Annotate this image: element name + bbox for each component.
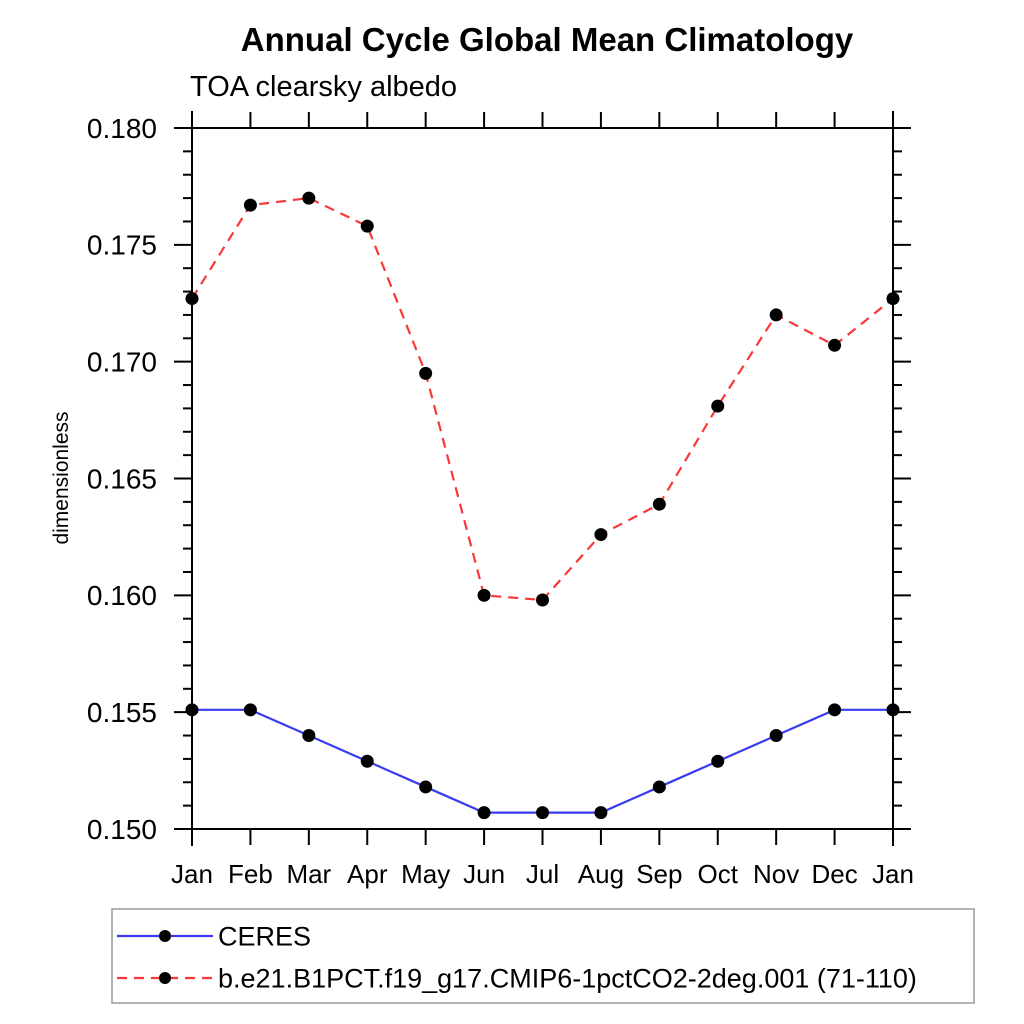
x-tick-label: Feb — [228, 859, 273, 889]
chart-title: Annual Cycle Global Mean Climatology — [240, 21, 854, 58]
data-point — [886, 292, 900, 306]
series-line-1 — [191, 196, 894, 602]
data-point — [594, 806, 608, 820]
legend-label: b.e21.B1PCT.f19_g17.CMIP6-1pctCO2-2deg.0… — [218, 963, 917, 993]
data-point — [769, 308, 783, 322]
x-tick-label: Aug — [578, 859, 624, 889]
data-point — [477, 588, 491, 602]
data-point — [769, 729, 783, 743]
x-tick-label: Jan — [171, 859, 213, 889]
y-tick-label: 0.180 — [87, 113, 157, 144]
x-tick-label: May — [401, 859, 450, 889]
x-tick-label: Dec — [811, 859, 857, 889]
data-point — [477, 806, 491, 820]
series-markers-0 — [185, 703, 900, 820]
x-tick-label: Apr — [347, 859, 388, 889]
plot-border — [175, 111, 910, 846]
data-point — [185, 292, 199, 306]
data-point — [243, 198, 257, 212]
data-point — [711, 754, 725, 768]
legend-item-0: CERES — [117, 921, 311, 951]
data-point — [360, 219, 374, 233]
x-tick-label: Mar — [286, 859, 331, 889]
data-point — [886, 703, 900, 717]
data-point — [711, 399, 725, 413]
x-tick-label: Jan — [872, 859, 914, 889]
legend-label: CERES — [218, 921, 311, 951]
data-point — [828, 338, 842, 352]
data-point — [302, 191, 316, 205]
data-point — [419, 780, 433, 794]
y-axis-tick-labels: 0.150 0.155 0.160 0.165 0.170 0.175 0.180 — [87, 113, 157, 845]
x-tick-label: Nov — [753, 859, 799, 889]
legend-item-1: b.e21.B1PCT.f19_g17.CMIP6-1pctCO2-2deg.0… — [117, 963, 917, 993]
data-point — [419, 366, 433, 380]
data-point — [360, 754, 374, 768]
legend: CERES b.e21.B1PCT.f19_g17.CMIP6-1pctCO2-2… — [111, 908, 975, 1004]
data-point — [536, 806, 549, 820]
chart-subtitle: TOA clearsky albedo — [190, 71, 458, 103]
data-point — [828, 703, 842, 717]
data-point — [243, 703, 257, 717]
legend-marker — [159, 930, 171, 942]
x-tick-label: Jul — [526, 859, 559, 889]
x-tick-label: Jun — [463, 859, 505, 889]
data-point — [594, 528, 608, 542]
y-tick-label: 0.165 — [87, 463, 157, 494]
legend-box — [111, 908, 975, 1004]
x-axis-ticks — [191, 112, 894, 845]
series-markers-1 — [185, 191, 900, 607]
y-tick-label: 0.170 — [87, 346, 157, 377]
series-line-0 — [192, 708, 893, 814]
data-point — [652, 780, 666, 794]
x-tick-label: Oct — [698, 859, 739, 889]
y-tick-label: 0.150 — [87, 814, 157, 845]
x-tick-label: Sep — [636, 859, 682, 889]
data-point — [185, 703, 199, 717]
data-point — [536, 593, 549, 607]
x-axis-labels: Jan Feb Mar Apr May Jun Jul Aug Sep Oct Nov Dec Jan — [171, 859, 914, 889]
y-tick-label: 0.175 — [87, 230, 157, 261]
y-tick-label: 0.155 — [87, 697, 157, 728]
data-point — [652, 497, 666, 511]
legend-marker — [159, 972, 171, 984]
data-point — [302, 729, 316, 743]
y-tick-label: 0.160 — [87, 580, 157, 611]
